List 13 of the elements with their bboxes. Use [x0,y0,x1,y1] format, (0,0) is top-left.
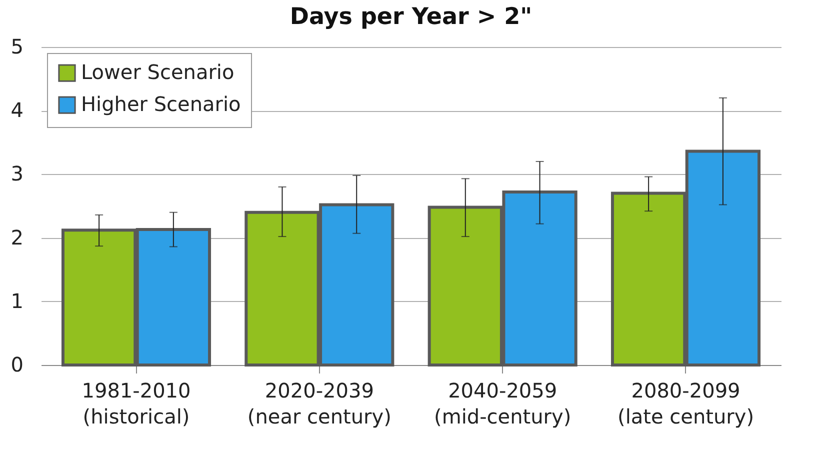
x-tick-label: 2040-2059 (mid-century) [434,378,572,428]
y-tick-label: 3 [10,162,24,186]
x-tick-label: 2020-2039 (near century) [247,378,392,428]
y-tick-label: 1 [10,288,24,313]
x-tick-label: 1981-2010 (historical) [82,378,191,428]
chart-title: Days per Year > 2" [290,4,532,30]
y-tick-label: 2 [10,225,24,250]
legend-label: Lower Scenario [81,60,234,84]
y-tick-label: 5 [10,34,24,58]
legend-label: Higher Scenario [81,92,241,116]
x-tick-label: 2080-2099 (late century) [618,378,754,428]
y-tick-label: 0 [10,352,24,376]
y-tick-label: 4 [10,98,24,122]
